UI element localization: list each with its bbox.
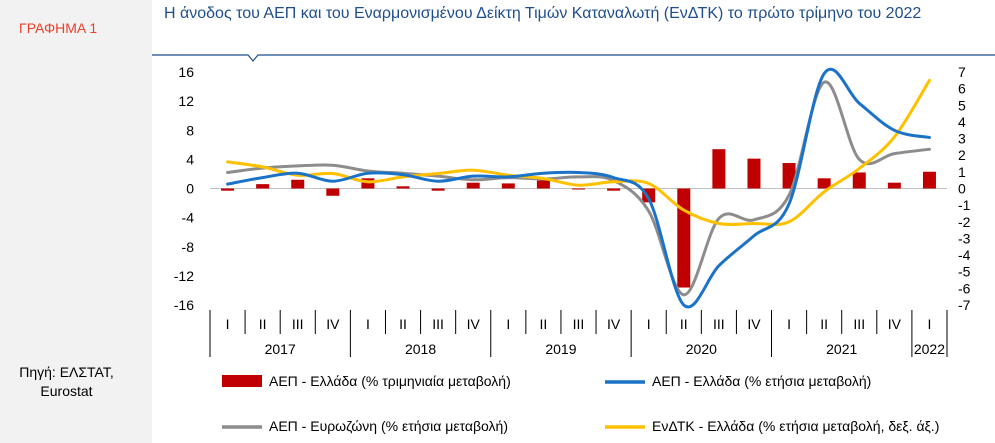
series-line (226, 78, 931, 227)
year-label: 2022 (914, 341, 945, 357)
chart-svg: 1612840-4-8-12-1676543210-1-2-3-4-5-6-72… (152, 54, 995, 434)
quarter-label: II (259, 316, 267, 332)
left-tick-label: 16 (178, 64, 194, 80)
title-underline (152, 54, 995, 62)
right-tick-label: -3 (958, 230, 971, 246)
right-tick-label: 7 (958, 64, 966, 80)
source-note: Πηγή: ΕΛΣΤΑΤ, Eurostat (0, 363, 133, 401)
right-tick-label: 1 (958, 164, 966, 180)
quarter-label: IV (326, 316, 340, 332)
legend-label: ΑΕΠ - Ελλάδα (% ετήσια μεταβολή) (652, 373, 871, 389)
right-tick-label: -1 (958, 197, 971, 213)
year-label: 2020 (686, 341, 717, 357)
bar (396, 186, 410, 189)
quarter-label: III (713, 316, 725, 332)
left-tick-label: -4 (182, 210, 195, 226)
left-tick-label: -16 (174, 297, 194, 313)
bar (607, 188, 621, 191)
right-tick-label: -5 (958, 264, 971, 280)
bar (501, 183, 515, 189)
bar (256, 184, 270, 189)
bar (747, 158, 761, 189)
quarter-label: II (680, 316, 688, 332)
sidebar: ΓΡΑΦΗΜΑ 1 Πηγή: ΕΛΣΤΑΤ, Eurostat (0, 0, 133, 443)
right-tick-label: 4 (958, 114, 966, 130)
quarter-label: I (647, 316, 651, 332)
left-tick-label: 0 (186, 181, 194, 197)
right-tick-label: -7 (958, 297, 971, 313)
legend-label: ΑΕΠ - Ελλάδα (% τριμηνιαία μεταβολή) (269, 373, 511, 389)
left-tick-label: 8 (186, 122, 194, 138)
right-tick-label: 0 (958, 181, 966, 197)
year-label: 2021 (826, 341, 857, 357)
bar (466, 182, 480, 189)
bar (291, 179, 305, 189)
left-tick-label: -8 (182, 239, 195, 255)
year-label: 2017 (265, 341, 296, 357)
bar (326, 188, 340, 196)
chart-panel: Η άνοδος του ΑΕΠ και του Εναρμονισμένου … (152, 0, 995, 443)
right-tick-label: -4 (958, 247, 971, 263)
bar (922, 171, 936, 189)
right-tick-label: 3 (958, 131, 966, 147)
quarter-label: I (226, 316, 230, 332)
quarter-label: III (853, 316, 865, 332)
bar (712, 149, 726, 189)
bar (431, 188, 445, 191)
series-line (226, 80, 931, 297)
quarter-label: II (540, 316, 548, 332)
right-tick-label: -2 (958, 214, 971, 230)
quarter-label: III (573, 316, 585, 332)
quarter-label: II (399, 316, 407, 332)
source-line-2: Eurostat (40, 383, 93, 399)
series-line (226, 67, 931, 309)
quarter-label: II (820, 316, 828, 332)
quarter-label: IV (747, 316, 761, 332)
bar (572, 188, 585, 190)
quarter-label: I (787, 316, 791, 332)
right-tick-label: 5 (958, 97, 966, 113)
legend-label: ΕνΔΤΚ - Ελλάδα (% ετήσια μεταβολή, δεξ. … (652, 418, 939, 434)
bar (817, 178, 831, 189)
quarter-label: I (506, 316, 510, 332)
bar (852, 172, 866, 189)
right-tick-label: 6 (958, 81, 966, 97)
source-line-1: Πηγή: ΕΛΣΤΑΤ, (19, 364, 114, 380)
right-tick-label: -6 (958, 280, 971, 296)
quarter-label: III (432, 316, 444, 332)
legend-swatch (222, 375, 262, 387)
quarter-label: IV (467, 316, 481, 332)
quarter-label: III (292, 316, 304, 332)
bar (221, 188, 235, 191)
quarter-label: IV (888, 316, 902, 332)
left-tick-label: -12 (174, 268, 194, 284)
left-tick-label: 12 (178, 93, 194, 109)
quarter-label: I (928, 316, 932, 332)
bar (361, 178, 375, 189)
chart-title: Η άνοδος του ΑΕΠ και του Εναρμονισμένου … (164, 5, 922, 22)
legend-label: ΑΕΠ - Ευρωζώνη (% ετήσια μεταβολή) (269, 418, 508, 434)
year-label: 2019 (545, 341, 576, 357)
year-label: 2018 (405, 341, 436, 357)
quarter-label: I (366, 316, 370, 332)
figure-label: ΓΡΑΦΗΜΑ 1 (19, 20, 98, 36)
left-tick-label: 4 (186, 151, 194, 167)
bar (887, 182, 901, 189)
right-tick-label: 2 (958, 147, 966, 163)
bar (536, 180, 550, 189)
bar (677, 188, 691, 288)
quarter-label: IV (607, 316, 621, 332)
